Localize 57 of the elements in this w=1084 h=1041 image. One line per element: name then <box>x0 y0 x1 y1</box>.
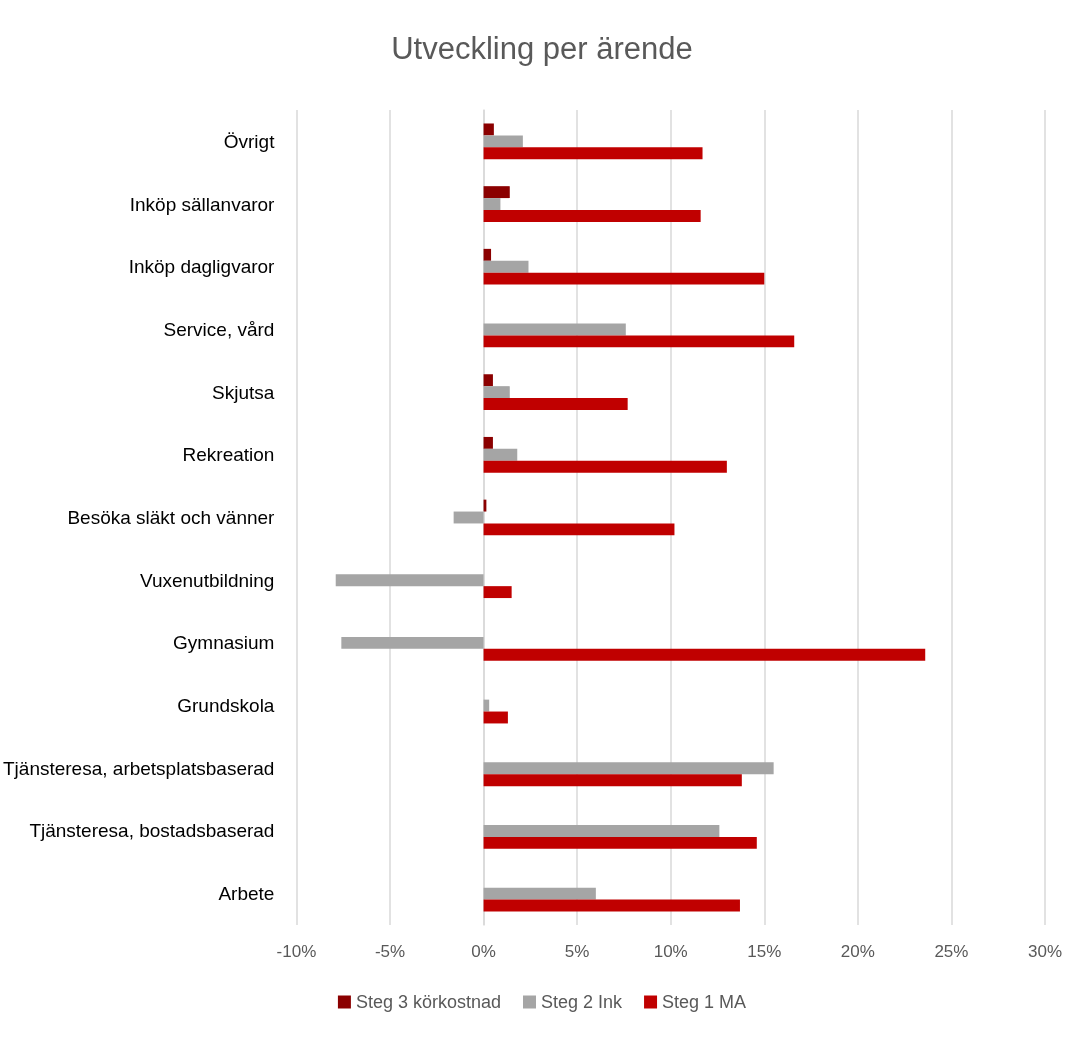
chart-title: Utveckling per ärende <box>391 31 693 66</box>
bar <box>483 386 510 399</box>
bar <box>483 186 510 199</box>
bar <box>483 374 493 387</box>
legend-label: Steg 3 körkostnad <box>355 992 501 1012</box>
bar <box>335 574 484 587</box>
legend-label: Steg 2 Ink <box>541 992 624 1012</box>
x-tick-label: 5% <box>564 942 590 961</box>
bar <box>483 248 492 261</box>
y-tick-label: Tjänsteresa, arbetsplatsbaserad <box>2 757 275 779</box>
bar <box>483 711 508 724</box>
bar <box>483 648 926 661</box>
y-tick-label: Skjutsa <box>212 381 275 403</box>
bar <box>483 523 675 536</box>
bar <box>483 335 795 348</box>
legend-label: Steg 1 MA <box>662 992 747 1012</box>
y-tick-label: Inköp dagligvaror <box>128 256 276 278</box>
bar <box>483 762 774 775</box>
bar <box>483 887 596 900</box>
bar <box>483 147 703 160</box>
bar <box>483 398 628 410</box>
bar <box>483 123 494 136</box>
bar <box>483 774 742 787</box>
x-tick-label: 20% <box>840 942 875 961</box>
y-tick-label: Vuxenutbildning <box>139 569 275 591</box>
y-tick-label: Rekreation <box>182 444 275 466</box>
bar <box>483 836 757 849</box>
x-tick-label: 15% <box>747 942 782 961</box>
y-tick-label: Besöka släkt och vänner <box>67 507 276 528</box>
bar <box>483 448 518 461</box>
bar <box>483 135 523 148</box>
bar <box>483 436 493 449</box>
y-tick-label: Service, vård <box>163 318 275 340</box>
y-tick-label: Inköp sällanvaror <box>129 193 276 215</box>
y-tick-label: Gymnasium <box>173 632 275 654</box>
x-tick-label: 10% <box>653 942 688 961</box>
bar <box>341 636 484 649</box>
x-tick-label: -5% <box>374 942 406 961</box>
bar <box>483 825 720 837</box>
bar <box>483 323 626 336</box>
x-tick-label: 30% <box>1027 942 1063 961</box>
bar <box>483 586 512 599</box>
bar <box>483 460 727 473</box>
bar <box>483 198 501 210</box>
bar <box>483 699 490 712</box>
x-tick-label: 0% <box>471 942 496 961</box>
y-tick-label: Grundskola <box>177 695 275 717</box>
x-tick-label: 25% <box>934 942 969 961</box>
y-tick-label: Arbete <box>218 883 275 905</box>
bar <box>453 511 484 524</box>
x-tick-label: -10% <box>276 942 317 961</box>
bar <box>483 899 740 912</box>
bar <box>483 209 701 222</box>
y-tick-label: Tjänsteresa, bostadsbaserad <box>29 820 275 842</box>
y-tick-label: Övrigt <box>223 130 276 152</box>
bar <box>483 272 765 285</box>
bar <box>483 260 529 273</box>
